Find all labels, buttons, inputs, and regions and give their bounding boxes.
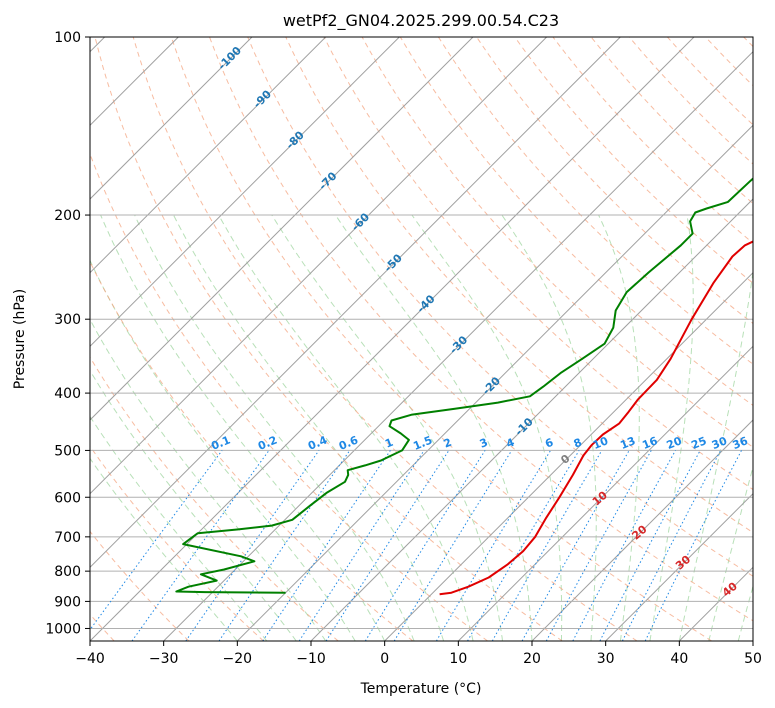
dry-adiabat-line [437, 37, 753, 365]
moist-adiabat-line [90, 259, 356, 641]
sounding-series [175, 177, 753, 596]
dry-adiabat-line [90, 356, 339, 641]
mixing-ratio-label: 13 [618, 434, 637, 452]
x-tick-label: 0 [380, 651, 389, 667]
mixing-ratio-label: 25 [689, 434, 708, 452]
moist-adiabat-line [90, 369, 297, 641]
isotherm-line [90, 37, 474, 421]
x-axis-title: Temperature (°C) [360, 681, 482, 697]
mixing-ratio-line [545, 450, 652, 641]
y-tick-label: 500 [54, 443, 81, 459]
y-axis-title: Pressure (hPa) [12, 289, 28, 389]
y-tick-label: 900 [54, 594, 81, 610]
chart-title: wetPf2_GN04.2025.299.00.54.C23 [283, 11, 559, 31]
isotherm-line [457, 345, 753, 641]
x-tick-label: −20 [223, 651, 253, 667]
isotherm-line [90, 37, 253, 200]
temperature-profile-line [439, 240, 753, 596]
isotherm-line [236, 124, 753, 641]
isotherm-line [90, 37, 400, 348]
axes: −40 −30 −20 −10 0 10 20 30 40 50 100 200 300 400 500 60… [45, 30, 762, 667]
moist-adiabat-line [134, 214, 415, 641]
mixing-ratio-line [467, 450, 580, 641]
x-tick-label: 40 [670, 651, 688, 667]
isotherm-line [310, 198, 753, 641]
mixing-ratio-label: 30 [710, 434, 729, 452]
moist-adiabats [90, 214, 753, 641]
y-tick-label: 400 [54, 386, 81, 402]
y-tick-label: 1000 [45, 621, 81, 637]
mixing-ratio-line [572, 450, 676, 641]
moist-adiabat-line [271, 214, 503, 641]
moist-adiabat-line [598, 214, 640, 641]
x-tick-label: −10 [296, 651, 326, 667]
moist-adiabat-line [649, 214, 694, 641]
dry-adiabat-line [399, 37, 753, 406]
mixing-ratio-label: 1 [383, 436, 395, 451]
dry-adiabat-line [90, 260, 414, 641]
moist-adiabat-line [90, 457, 238, 641]
isotherm-line [531, 419, 753, 641]
y-tick-label: 300 [54, 312, 81, 328]
isobars [90, 37, 753, 629]
mixing-ratio-line [521, 450, 630, 641]
moist-adiabat-line [411, 214, 563, 641]
mixing-ratio-label: 20 [665, 434, 684, 452]
mixing-ratio-label: 8 [572, 436, 584, 451]
isotherm-line [90, 37, 548, 495]
dry-adiabats [90, 37, 753, 641]
dry-adiabat-line [285, 37, 753, 534]
y-tick-label: 600 [54, 490, 81, 506]
mixing-ratio-label: 36 [731, 434, 750, 452]
mixing-ratio-line [393, 450, 513, 641]
y-tick-label: 100 [54, 30, 81, 46]
isotherm-line [163, 50, 753, 641]
isotherms [90, 37, 753, 641]
mixing-ratio-label: 16 [640, 434, 659, 452]
plot-frame [89, 36, 754, 642]
isotherm-line [90, 37, 327, 274]
mixing-ratio-label: 10 [591, 434, 610, 452]
dry-adiabat-line [94, 37, 563, 641]
mixing-ratio-line [218, 450, 351, 641]
mixing-ratio-label: 3 [478, 436, 490, 451]
isotherm-line [90, 37, 621, 569]
dry-adiabat-line [323, 37, 753, 491]
moist-adiabat-line [173, 214, 445, 641]
moist-adiabat-line [100, 214, 386, 641]
mixing-ratio-line [325, 450, 450, 641]
dry-adiabat-line [132, 37, 638, 641]
mixing-ratio-lines [90, 450, 742, 641]
y-tick-label: 700 [54, 530, 81, 546]
mixing-ratio-line [491, 450, 603, 641]
x-tick-label: 50 [744, 651, 762, 667]
moist-adiabat-line [218, 214, 474, 641]
mixing-ratio-line [90, 450, 223, 631]
dry-adiabat-line [209, 37, 753, 622]
mixing-ratio-line [435, 450, 552, 641]
mixing-ratio-label: 2 [442, 436, 454, 451]
y-tick-label: 200 [54, 208, 81, 224]
x-tick-label: 10 [449, 651, 467, 667]
dewpoint-profile-line [175, 177, 753, 594]
x-tick-label: 30 [597, 651, 615, 667]
moist-adiabat-line [90, 415, 268, 641]
moist-adiabat-line [678, 268, 753, 641]
moist-adiabat-line [90, 318, 327, 641]
x-tick-label: −40 [75, 651, 105, 667]
y-tick-label: 800 [54, 564, 81, 580]
mixing-ratio-line [131, 450, 270, 641]
isotherm-line [384, 271, 753, 641]
isotherm-line [605, 492, 753, 641]
x-tick-label: −30 [149, 651, 179, 667]
isotherm-line [90, 37, 695, 641]
moist-adiabat-line [335, 214, 533, 641]
dry-adiabat-line [247, 37, 753, 577]
x-tick-label: 20 [523, 651, 541, 667]
mixing-ratio-line [364, 450, 486, 641]
dry-adiabat-line [90, 530, 190, 641]
